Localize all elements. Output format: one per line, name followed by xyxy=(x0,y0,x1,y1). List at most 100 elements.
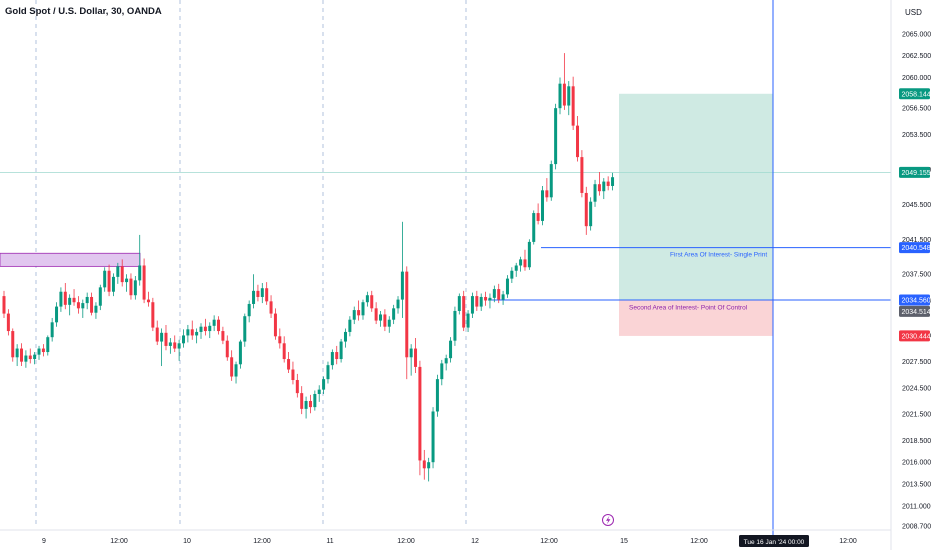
candle-body-57 xyxy=(252,290,256,304)
candle-41 xyxy=(181,329,185,348)
candle-58 xyxy=(256,284,260,302)
candle-body-70 xyxy=(308,400,312,408)
candle-119 xyxy=(523,249,527,271)
price-label-text-1: 2049.155 xyxy=(902,170,931,177)
candle-73 xyxy=(322,376,326,395)
candle-127 xyxy=(558,77,562,115)
candle-23 xyxy=(103,267,107,292)
candle-body-91 xyxy=(400,271,404,300)
candle-121 xyxy=(532,210,536,245)
candle-body-82 xyxy=(361,302,365,316)
candle-36 xyxy=(160,328,164,367)
candle-3 xyxy=(15,344,19,367)
candle-body-136 xyxy=(597,184,601,192)
candle-body-59 xyxy=(260,288,264,297)
candle-body-41 xyxy=(181,335,185,344)
candle-130 xyxy=(571,76,575,131)
candle-22 xyxy=(98,284,102,311)
candle-body-34 xyxy=(151,302,155,328)
candle-56 xyxy=(247,300,251,323)
candle-95 xyxy=(418,360,422,476)
candle-62 xyxy=(273,308,277,340)
candle-112 xyxy=(492,285,496,303)
candle-body-71 xyxy=(313,394,317,408)
candle-body-133 xyxy=(584,192,588,227)
candle-78 xyxy=(343,328,347,348)
candle-body-31 xyxy=(138,265,142,281)
candle-99 xyxy=(435,374,439,417)
candle-body-38 xyxy=(168,342,172,346)
price-label-3: 2034.560 xyxy=(899,294,931,306)
x-tick-10: 12:00 xyxy=(839,538,857,545)
candle-body-99 xyxy=(435,379,439,412)
candle-body-10 xyxy=(46,337,50,353)
candle-body-18 xyxy=(81,303,85,309)
candle-51 xyxy=(225,335,229,361)
candle-11 xyxy=(50,317,54,342)
candle-82 xyxy=(361,299,365,320)
candle-50 xyxy=(221,326,225,345)
candle-body-74 xyxy=(326,365,330,380)
candle-body-35 xyxy=(155,327,159,342)
candle-126 xyxy=(554,103,558,170)
y-tick-12: 2024.500 xyxy=(902,385,931,392)
y-tick-6: 2045.500 xyxy=(902,202,931,209)
price-label-5: 2030.444 xyxy=(899,330,931,342)
candle-118 xyxy=(519,256,523,272)
candle-108 xyxy=(475,290,479,311)
candle-body-105 xyxy=(462,296,466,328)
candle-body-9 xyxy=(41,348,45,353)
y-tick-18: 2008.700 xyxy=(902,524,931,531)
candle-114 xyxy=(501,290,505,305)
candle-13 xyxy=(59,287,63,312)
price-label-text-5: 2030.444 xyxy=(902,333,931,340)
y-tick-17: 2011.000 xyxy=(902,503,931,510)
candle-132 xyxy=(580,150,584,198)
candle-body-15 xyxy=(68,297,72,305)
candle-body-116 xyxy=(510,270,514,279)
candle-body-8 xyxy=(37,348,41,355)
candle-42 xyxy=(186,324,190,343)
candle-70 xyxy=(308,394,312,414)
currency-label[interactable]: USD xyxy=(905,8,922,17)
candle-128 xyxy=(562,53,566,110)
price-label-bg-0 xyxy=(899,88,930,100)
candle-body-42 xyxy=(186,329,190,336)
candle-body-33 xyxy=(146,299,150,303)
candle-body-3 xyxy=(15,348,19,358)
candle-44 xyxy=(195,328,199,344)
candle-body-40 xyxy=(177,343,181,349)
candle-47 xyxy=(208,322,212,339)
candle-29 xyxy=(129,273,133,300)
candle-body-44 xyxy=(195,331,199,336)
candle-123 xyxy=(540,185,544,226)
candle-103 xyxy=(453,306,457,346)
candle-body-102 xyxy=(449,340,453,359)
candle-81 xyxy=(357,300,361,321)
candle-body-81 xyxy=(357,310,361,316)
candle-83 xyxy=(365,291,369,307)
candle-102 xyxy=(449,337,453,363)
candle-body-0 xyxy=(2,296,6,314)
candle-34 xyxy=(151,297,155,332)
candle-43 xyxy=(190,320,194,340)
candle-body-117 xyxy=(514,265,518,271)
x-tick-4: 11 xyxy=(326,538,333,545)
candle-body-125 xyxy=(549,164,553,198)
candle-body-65 xyxy=(287,359,291,370)
candle-body-37 xyxy=(164,332,168,346)
candle-5 xyxy=(24,350,28,368)
candle-body-88 xyxy=(387,319,391,327)
candle-body-86 xyxy=(379,314,383,321)
candle-101 xyxy=(444,354,448,371)
candle-body-135 xyxy=(593,184,597,202)
candle-body-49 xyxy=(217,319,221,332)
candle-0 xyxy=(2,290,6,318)
candle-body-46 xyxy=(203,326,207,332)
annotation-second-area: Second Area of Interest- Point Of Contro… xyxy=(629,305,748,312)
y-tick-7: 2041.500 xyxy=(902,237,931,244)
crosshair-time-text: Tue 16 Jan '24 00:00 xyxy=(744,539,805,546)
candle-body-64 xyxy=(282,343,286,360)
candle-body-115 xyxy=(505,278,509,295)
candle-body-134 xyxy=(589,201,593,227)
